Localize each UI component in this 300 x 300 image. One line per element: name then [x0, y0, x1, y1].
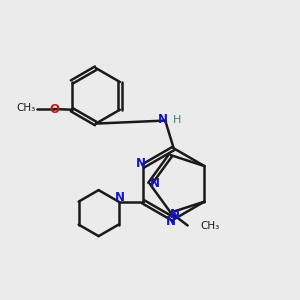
Text: CH₃: CH₃	[16, 103, 35, 113]
Text: N: N	[115, 191, 124, 204]
Text: H: H	[173, 115, 181, 125]
Text: N: N	[150, 177, 160, 190]
Text: CH₃: CH₃	[200, 221, 220, 231]
Text: N: N	[158, 113, 167, 126]
Text: N: N	[166, 215, 176, 228]
Text: N: N	[136, 157, 146, 170]
Text: O: O	[49, 103, 59, 116]
Text: N: N	[170, 208, 180, 221]
